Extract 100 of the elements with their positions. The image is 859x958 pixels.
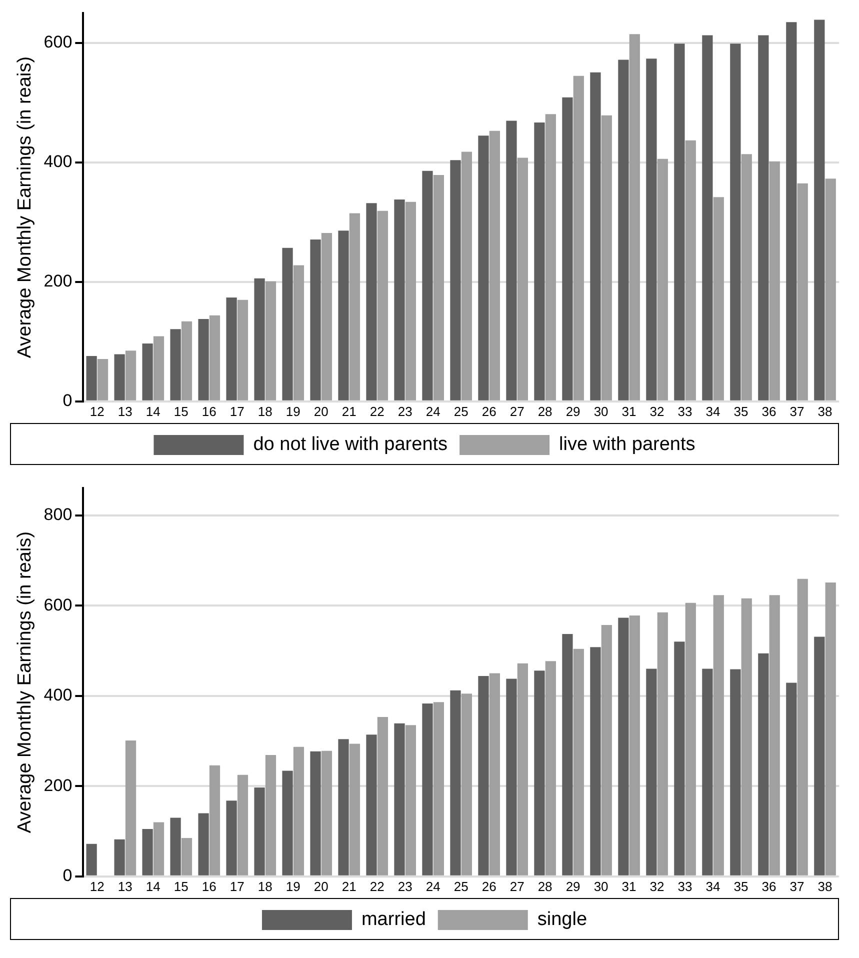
bar <box>573 648 584 876</box>
x-tick-label: 21 <box>342 878 356 894</box>
bar <box>125 350 136 400</box>
bar <box>265 281 276 400</box>
bar <box>254 787 265 876</box>
bar <box>310 240 321 400</box>
legend-label: do not live with parents <box>253 434 448 456</box>
bar <box>237 300 248 400</box>
bar <box>282 770 293 876</box>
y-axis-title: Average Monthly Earnings (in reais) <box>14 531 36 834</box>
x-tick-label: 17 <box>230 878 244 894</box>
bar <box>237 774 248 876</box>
bar <box>506 678 517 876</box>
x-tick-label: 14 <box>146 404 160 419</box>
bar <box>142 343 153 400</box>
bar <box>198 318 209 400</box>
y-tick-label: 200 <box>44 776 72 795</box>
x-tick-label: 24 <box>426 404 440 419</box>
bar <box>310 751 321 876</box>
bar <box>825 582 836 876</box>
x-tick-label: 32 <box>650 878 664 894</box>
y-tick-label: 400 <box>44 152 72 172</box>
bar <box>646 668 657 876</box>
bar <box>114 839 125 876</box>
bar <box>422 704 433 876</box>
bar <box>786 682 797 876</box>
bar <box>422 170 433 400</box>
x-tick-label: 33 <box>678 878 692 894</box>
x-tick-label: 30 <box>594 878 608 894</box>
bar <box>198 813 209 876</box>
bar <box>366 203 377 400</box>
bar <box>534 122 545 400</box>
bar <box>629 615 640 876</box>
bar <box>674 642 685 876</box>
x-tick-label: 31 <box>622 878 636 894</box>
bar <box>293 746 304 876</box>
x-tick-label: 28 <box>538 878 552 894</box>
bar <box>321 750 332 876</box>
x-tick-label: 15 <box>174 878 188 894</box>
bar <box>86 356 97 400</box>
bar <box>293 265 304 400</box>
x-tick-label: 37 <box>790 878 804 894</box>
bar <box>758 35 769 400</box>
bar <box>97 358 108 400</box>
x-tick-label: 29 <box>566 878 580 894</box>
bar <box>713 595 724 876</box>
x-tick-label: 16 <box>202 404 216 419</box>
bar <box>170 329 181 400</box>
bar <box>433 175 444 400</box>
bar <box>702 35 713 400</box>
bar <box>713 197 724 400</box>
x-tick-label: 22 <box>370 878 384 894</box>
x-tick-label: 38 <box>818 878 832 894</box>
legend-label: married <box>361 909 426 930</box>
bar <box>265 754 276 876</box>
bar <box>562 97 573 400</box>
x-tick-label: 23 <box>398 404 412 419</box>
bar <box>545 661 556 876</box>
bar <box>114 354 125 400</box>
x-tick-label: 20 <box>314 878 328 894</box>
x-tick-label: 35 <box>734 878 748 894</box>
y-axis-title: Average Monthly Earnings (in reais) <box>14 56 36 358</box>
bar <box>573 76 584 400</box>
bar <box>209 315 220 400</box>
bar <box>702 668 713 876</box>
x-tick-label: 37 <box>790 404 804 419</box>
y-tick-label: 0 <box>62 391 72 410</box>
x-tick-label: 18 <box>258 878 272 894</box>
bar <box>657 158 668 400</box>
x-tick-label: 23 <box>398 878 412 894</box>
bar <box>534 670 545 876</box>
x-tick-label: 20 <box>314 404 328 419</box>
bar <box>377 717 388 876</box>
bar <box>646 58 657 400</box>
y-tick-label: 400 <box>44 686 72 705</box>
x-tick-label: 27 <box>510 404 524 419</box>
x-tick-label: 26 <box>482 878 496 894</box>
y-tick-label: 0 <box>62 866 72 886</box>
x-tick-label: 26 <box>482 404 496 419</box>
bar <box>153 822 164 876</box>
x-tick-label: 16 <box>202 878 216 894</box>
bar <box>741 598 752 876</box>
bar <box>797 183 808 400</box>
bar <box>730 669 741 876</box>
bar <box>758 653 769 876</box>
bar <box>461 152 472 400</box>
x-tick-label: 12 <box>90 878 104 894</box>
bar <box>489 673 500 876</box>
x-tick-label: 27 <box>510 878 524 894</box>
x-tick-label: 33 <box>678 404 692 419</box>
bar <box>685 602 696 876</box>
bar <box>226 800 237 876</box>
x-tick-label: 19 <box>286 878 300 894</box>
x-tick-label: 34 <box>706 404 720 419</box>
bar <box>321 232 332 400</box>
bar <box>797 578 808 876</box>
bar <box>405 725 416 876</box>
bar <box>377 210 388 400</box>
bar <box>366 734 377 876</box>
bar <box>170 818 181 876</box>
